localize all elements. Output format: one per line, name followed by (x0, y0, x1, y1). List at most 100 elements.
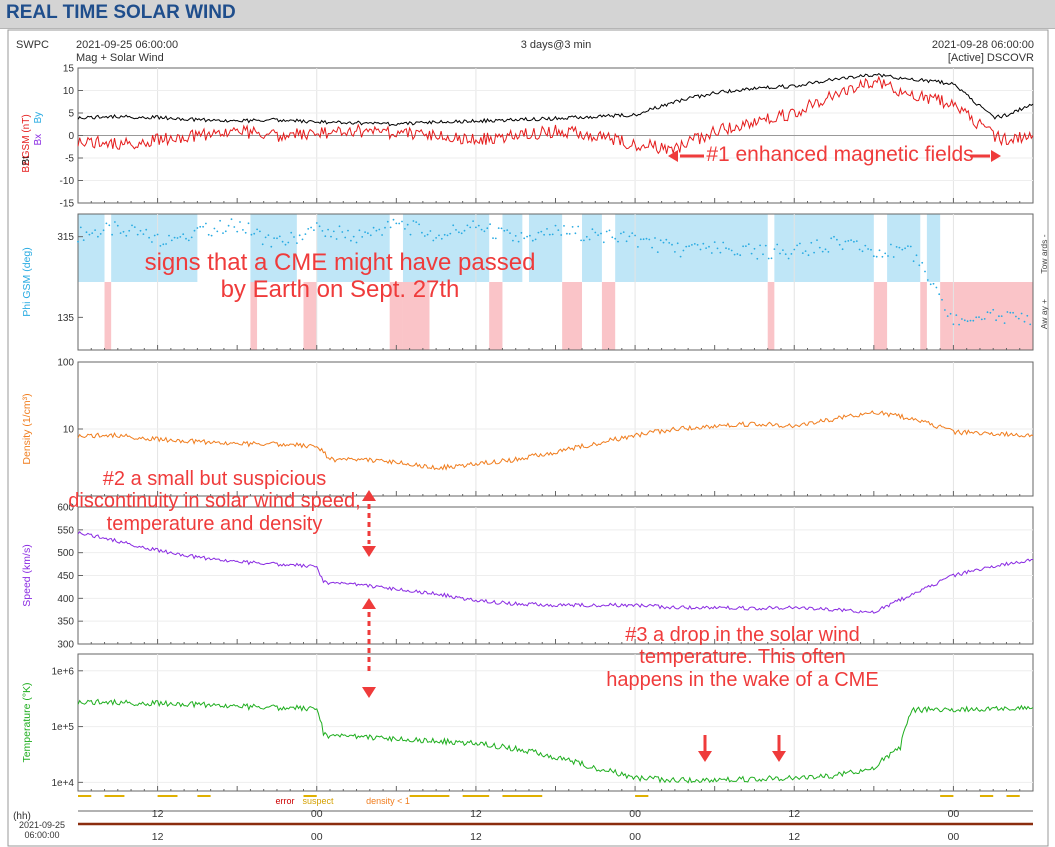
phi-axis-label: Phi GSM (deg) (21, 247, 33, 316)
phi-point (833, 235, 835, 238)
density-axis-label: Density (1/cm³) (21, 393, 33, 464)
phi-point (676, 242, 679, 245)
phi-point (384, 226, 386, 229)
phi-point (767, 257, 770, 260)
phi-point (435, 237, 437, 239)
phi-point (261, 243, 264, 246)
density-y-tick-label: 10 (63, 425, 75, 436)
x-axis-label: (hh) (13, 811, 31, 822)
annotation-cme-signs: signs that a CME might have passed by Ea… (140, 249, 540, 304)
phi-away-band (940, 282, 1033, 350)
phi-point (1000, 315, 1003, 317)
phi-point (142, 233, 145, 236)
phi-point (247, 222, 250, 225)
phi-point (776, 243, 779, 246)
phi-point (94, 229, 96, 232)
header-subtitle: Mag + Solar Wind (76, 52, 164, 64)
phi-point (685, 245, 688, 248)
temperature-series-line (77, 698, 1034, 784)
phi-point (193, 229, 196, 232)
phi-point (199, 225, 202, 228)
suspect-flag-mark (462, 795, 490, 797)
phi-point (693, 243, 696, 245)
phi-point (770, 257, 773, 260)
phi-point (418, 223, 420, 226)
phi-point (327, 228, 329, 231)
phi-point (230, 218, 233, 221)
phi-point (713, 241, 716, 244)
phi-point (301, 238, 304, 241)
phi-point (239, 221, 241, 223)
phi-point (426, 233, 429, 236)
suspect-flag-mark (409, 795, 450, 797)
phi-point (665, 238, 668, 241)
phi-point (378, 228, 381, 231)
by-axis-label: By (33, 112, 44, 124)
annotation-text: #1 enhanced magnetic fields (706, 143, 974, 166)
phi-point (1020, 312, 1023, 315)
phi-point (705, 247, 707, 250)
phi-point (699, 248, 702, 251)
phi-point (838, 243, 841, 246)
annotation-3-arrow-right-head (772, 751, 786, 762)
phi-point (392, 218, 395, 221)
legend-error: error (275, 796, 294, 806)
phi-point (574, 232, 577, 235)
phi-point (784, 253, 787, 256)
phi-point (909, 245, 912, 248)
phi-point (148, 236, 151, 239)
phi-point (688, 245, 690, 248)
phi-away-band (767, 282, 775, 350)
phi-point (537, 231, 540, 234)
phi-point (122, 230, 125, 233)
density-series-line (77, 410, 1034, 471)
phi-point (529, 234, 531, 237)
phi-point (608, 229, 611, 232)
speed-y-tick-label: 500 (57, 548, 74, 559)
phi-point (264, 236, 267, 239)
x-tick-label-bottom: 12 (788, 831, 800, 843)
phi-point (236, 230, 239, 233)
phi-point (861, 250, 864, 253)
phi-point (804, 250, 807, 253)
phi-point (736, 253, 739, 255)
phi-point (972, 319, 975, 322)
phi-point (821, 250, 824, 253)
phi-point (935, 286, 938, 289)
suspect-flag-mark (157, 795, 178, 797)
phi-point (710, 252, 713, 254)
x-tick-label-top: 12 (152, 808, 164, 820)
header-end-time: 2021-09-28 06:00:00 (932, 39, 1034, 51)
phi-point (429, 230, 432, 232)
annotation-text: #2 a small but suspicious discontinuity … (68, 468, 361, 535)
phi-toward-band (926, 214, 941, 282)
phi-away-band (389, 282, 403, 350)
phi-point (242, 229, 244, 231)
phi-point (563, 225, 565, 227)
phi-point (136, 233, 139, 236)
phi-point (460, 232, 463, 235)
phi-point (469, 226, 472, 229)
phi-point (432, 239, 435, 242)
x-axis-start-date: 2021-09-25 (19, 820, 65, 830)
phi-point (907, 245, 909, 248)
phi-point (131, 224, 133, 227)
phi-point (358, 229, 361, 232)
phi-point (202, 225, 205, 228)
phi-point (566, 232, 568, 235)
phi-point (79, 226, 82, 229)
phi-point (975, 316, 978, 319)
x-tick-label-top: 12 (788, 808, 800, 820)
phi-point (267, 234, 270, 237)
phi-point (489, 223, 491, 226)
phi-point (1026, 314, 1029, 317)
solar-wind-chart: SWPC 2021-09-25 06:00:00 Mag + Solar Win… (7, 29, 1049, 847)
mag-y-tick-label: 0 (68, 131, 74, 142)
mag-y-tick-label: -5 (65, 154, 74, 165)
phi-point (739, 254, 742, 257)
phi-point (929, 283, 932, 286)
annotation-2-upper-arrow-top (362, 490, 376, 501)
phi-point (679, 255, 682, 258)
density-y-tick-label: 100 (57, 358, 74, 369)
annotation-2-upper-arrow-bottom (362, 546, 376, 557)
